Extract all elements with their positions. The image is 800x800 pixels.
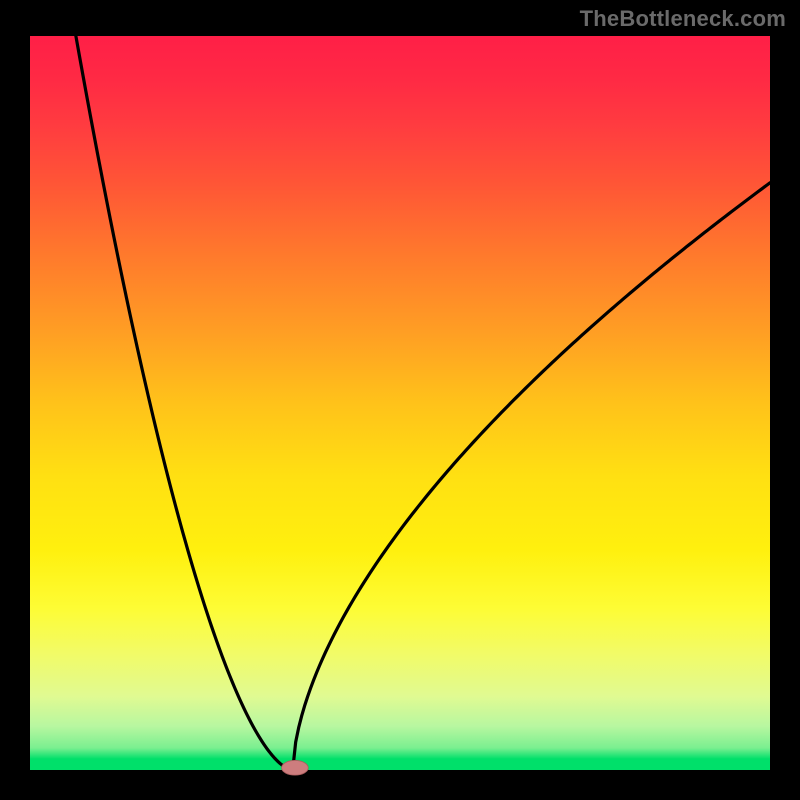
optimal-point-marker	[282, 760, 309, 775]
watermark-text: TheBottleneck.com	[580, 6, 786, 32]
chart-container: TheBottleneck.com	[0, 0, 800, 800]
bottleneck-chart	[0, 0, 800, 800]
chart-background	[30, 36, 770, 770]
chart-bottom-band	[30, 759, 770, 770]
